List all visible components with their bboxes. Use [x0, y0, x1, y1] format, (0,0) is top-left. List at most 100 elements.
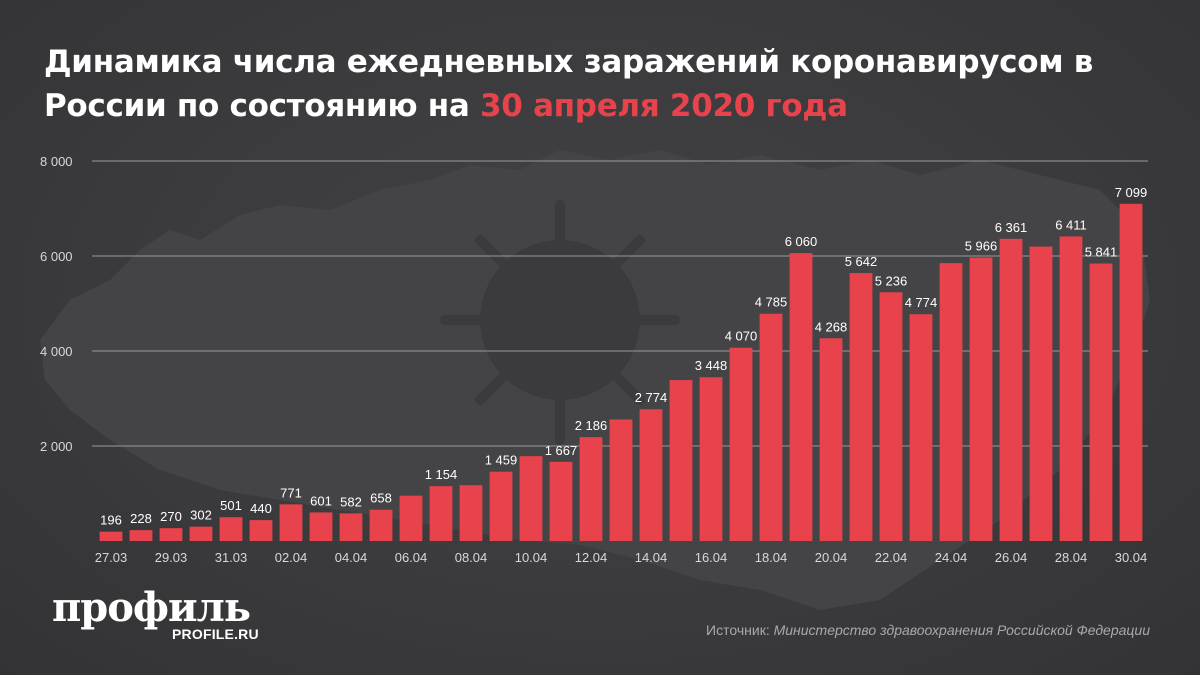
bar	[219, 517, 243, 541]
bar	[99, 531, 123, 541]
bar	[669, 380, 693, 541]
x-tick-label: 20.04	[815, 550, 848, 565]
page-title: Динамика числа ежедневных заражений коро…	[44, 40, 1174, 128]
bar	[759, 313, 783, 541]
data-label: 582	[340, 494, 362, 509]
bar	[309, 512, 333, 541]
data-label: 5 841	[1085, 245, 1118, 260]
data-label: 6 411	[1055, 217, 1087, 232]
bar	[399, 495, 423, 541]
bar	[579, 437, 603, 541]
data-label: 6 361	[995, 220, 1028, 235]
bar	[609, 419, 633, 541]
x-tick-label: 06.04	[395, 550, 428, 565]
x-tick-label: 26.04	[995, 550, 1028, 565]
x-tick-label: 30.04	[1115, 550, 1148, 565]
y-tick-label: 4 000	[40, 344, 73, 359]
data-label: 2 186	[575, 418, 608, 433]
bar	[129, 530, 153, 541]
y-axis: 2 000 4 000 6 000 8 000	[40, 154, 73, 454]
bar	[519, 456, 543, 541]
virus-icon	[440, 200, 680, 445]
x-tick-label: 16.04	[695, 550, 728, 565]
bar	[189, 526, 213, 541]
source-label: Источник:	[706, 622, 770, 638]
bar	[159, 528, 183, 541]
data-label: 196	[100, 513, 122, 528]
data-label: 4 774	[905, 295, 938, 310]
bar	[969, 257, 993, 541]
bar	[429, 486, 453, 541]
bar	[279, 504, 303, 541]
bar	[879, 292, 903, 541]
data-label: 5 642	[845, 254, 878, 269]
title-main: Динамика числа ежедневных заражений коро…	[44, 44, 1094, 124]
bar	[999, 238, 1023, 542]
data-label: 4 785	[755, 295, 788, 310]
source-text: Министерство здравоохранения Российской …	[773, 622, 1150, 638]
data-label: 440	[250, 501, 272, 516]
x-tick-label: 24.04	[935, 550, 968, 565]
data-label: 4 070	[725, 329, 758, 344]
data-label: 7 099	[1115, 185, 1148, 200]
bars	[99, 203, 1143, 542]
profile-logo: профиль PROFILE.RU	[52, 584, 259, 643]
x-axis: 27.03 29.03 31.03 02.04 04.04 06.04 08.04 10.04…	[95, 550, 1148, 565]
bar	[849, 273, 873, 541]
x-tick-label: 27.03	[95, 550, 128, 565]
data-label: 4 268	[815, 319, 848, 334]
bar	[339, 513, 363, 541]
bar	[1029, 246, 1053, 541]
x-tick-label: 31.03	[215, 550, 248, 565]
bar	[1059, 236, 1083, 542]
data-label: 3 448	[695, 358, 728, 373]
bar	[819, 338, 843, 541]
x-tick-label: 04.04	[335, 550, 368, 565]
data-label: 5 236	[875, 273, 908, 288]
y-tick-label: 2 000	[40, 439, 73, 454]
x-tick-label: 08.04	[455, 550, 488, 565]
bar	[729, 347, 753, 541]
data-label: 601	[310, 493, 332, 508]
title-highlight: 30 апреля 2020 года	[480, 88, 848, 124]
x-tick-label: 29.03	[155, 550, 188, 565]
bar	[489, 471, 513, 541]
bar	[549, 461, 573, 541]
x-tick-label: 12.04	[575, 550, 608, 565]
data-label: 6 060	[785, 234, 818, 249]
x-tick-label: 22.04	[875, 550, 908, 565]
logo-word: профиль	[52, 584, 251, 631]
data-label: 2 774	[635, 390, 668, 405]
bar	[699, 377, 723, 541]
logo-url: PROFILE.RU	[172, 626, 259, 642]
x-tick-label: 10.04	[515, 550, 548, 565]
source-note: Источник: Министерство здравоохранения Р…	[706, 622, 1150, 638]
data-label: 1 154	[425, 467, 458, 482]
data-label: 501	[220, 498, 242, 513]
data-label: 1 459	[485, 453, 518, 468]
x-tick-label: 18.04	[755, 550, 788, 565]
data-label: 5 966	[965, 239, 998, 254]
data-label: 658	[370, 491, 392, 506]
x-tick-label: 14.04	[635, 550, 668, 565]
bar	[459, 485, 483, 541]
bar	[1119, 203, 1143, 542]
data-label: 270	[160, 509, 182, 524]
data-label: 771	[280, 485, 302, 500]
data-label: 1 667	[545, 443, 578, 458]
bar	[369, 509, 393, 541]
data-label: 228	[130, 511, 152, 526]
x-tick-label: 02.04	[275, 550, 308, 565]
y-tick-label: 6 000	[40, 249, 73, 264]
data-label: 302	[190, 508, 212, 523]
bar	[1089, 263, 1113, 541]
x-tick-label: 28.04	[1055, 550, 1088, 565]
value-labels: 196 228 270 302 501 440 771 601 582 658 1 154 1 459…	[100, 185, 1147, 528]
bar	[789, 253, 813, 541]
bar	[639, 409, 663, 541]
bar	[249, 520, 273, 541]
y-tick-label: 8 000	[40, 154, 73, 169]
